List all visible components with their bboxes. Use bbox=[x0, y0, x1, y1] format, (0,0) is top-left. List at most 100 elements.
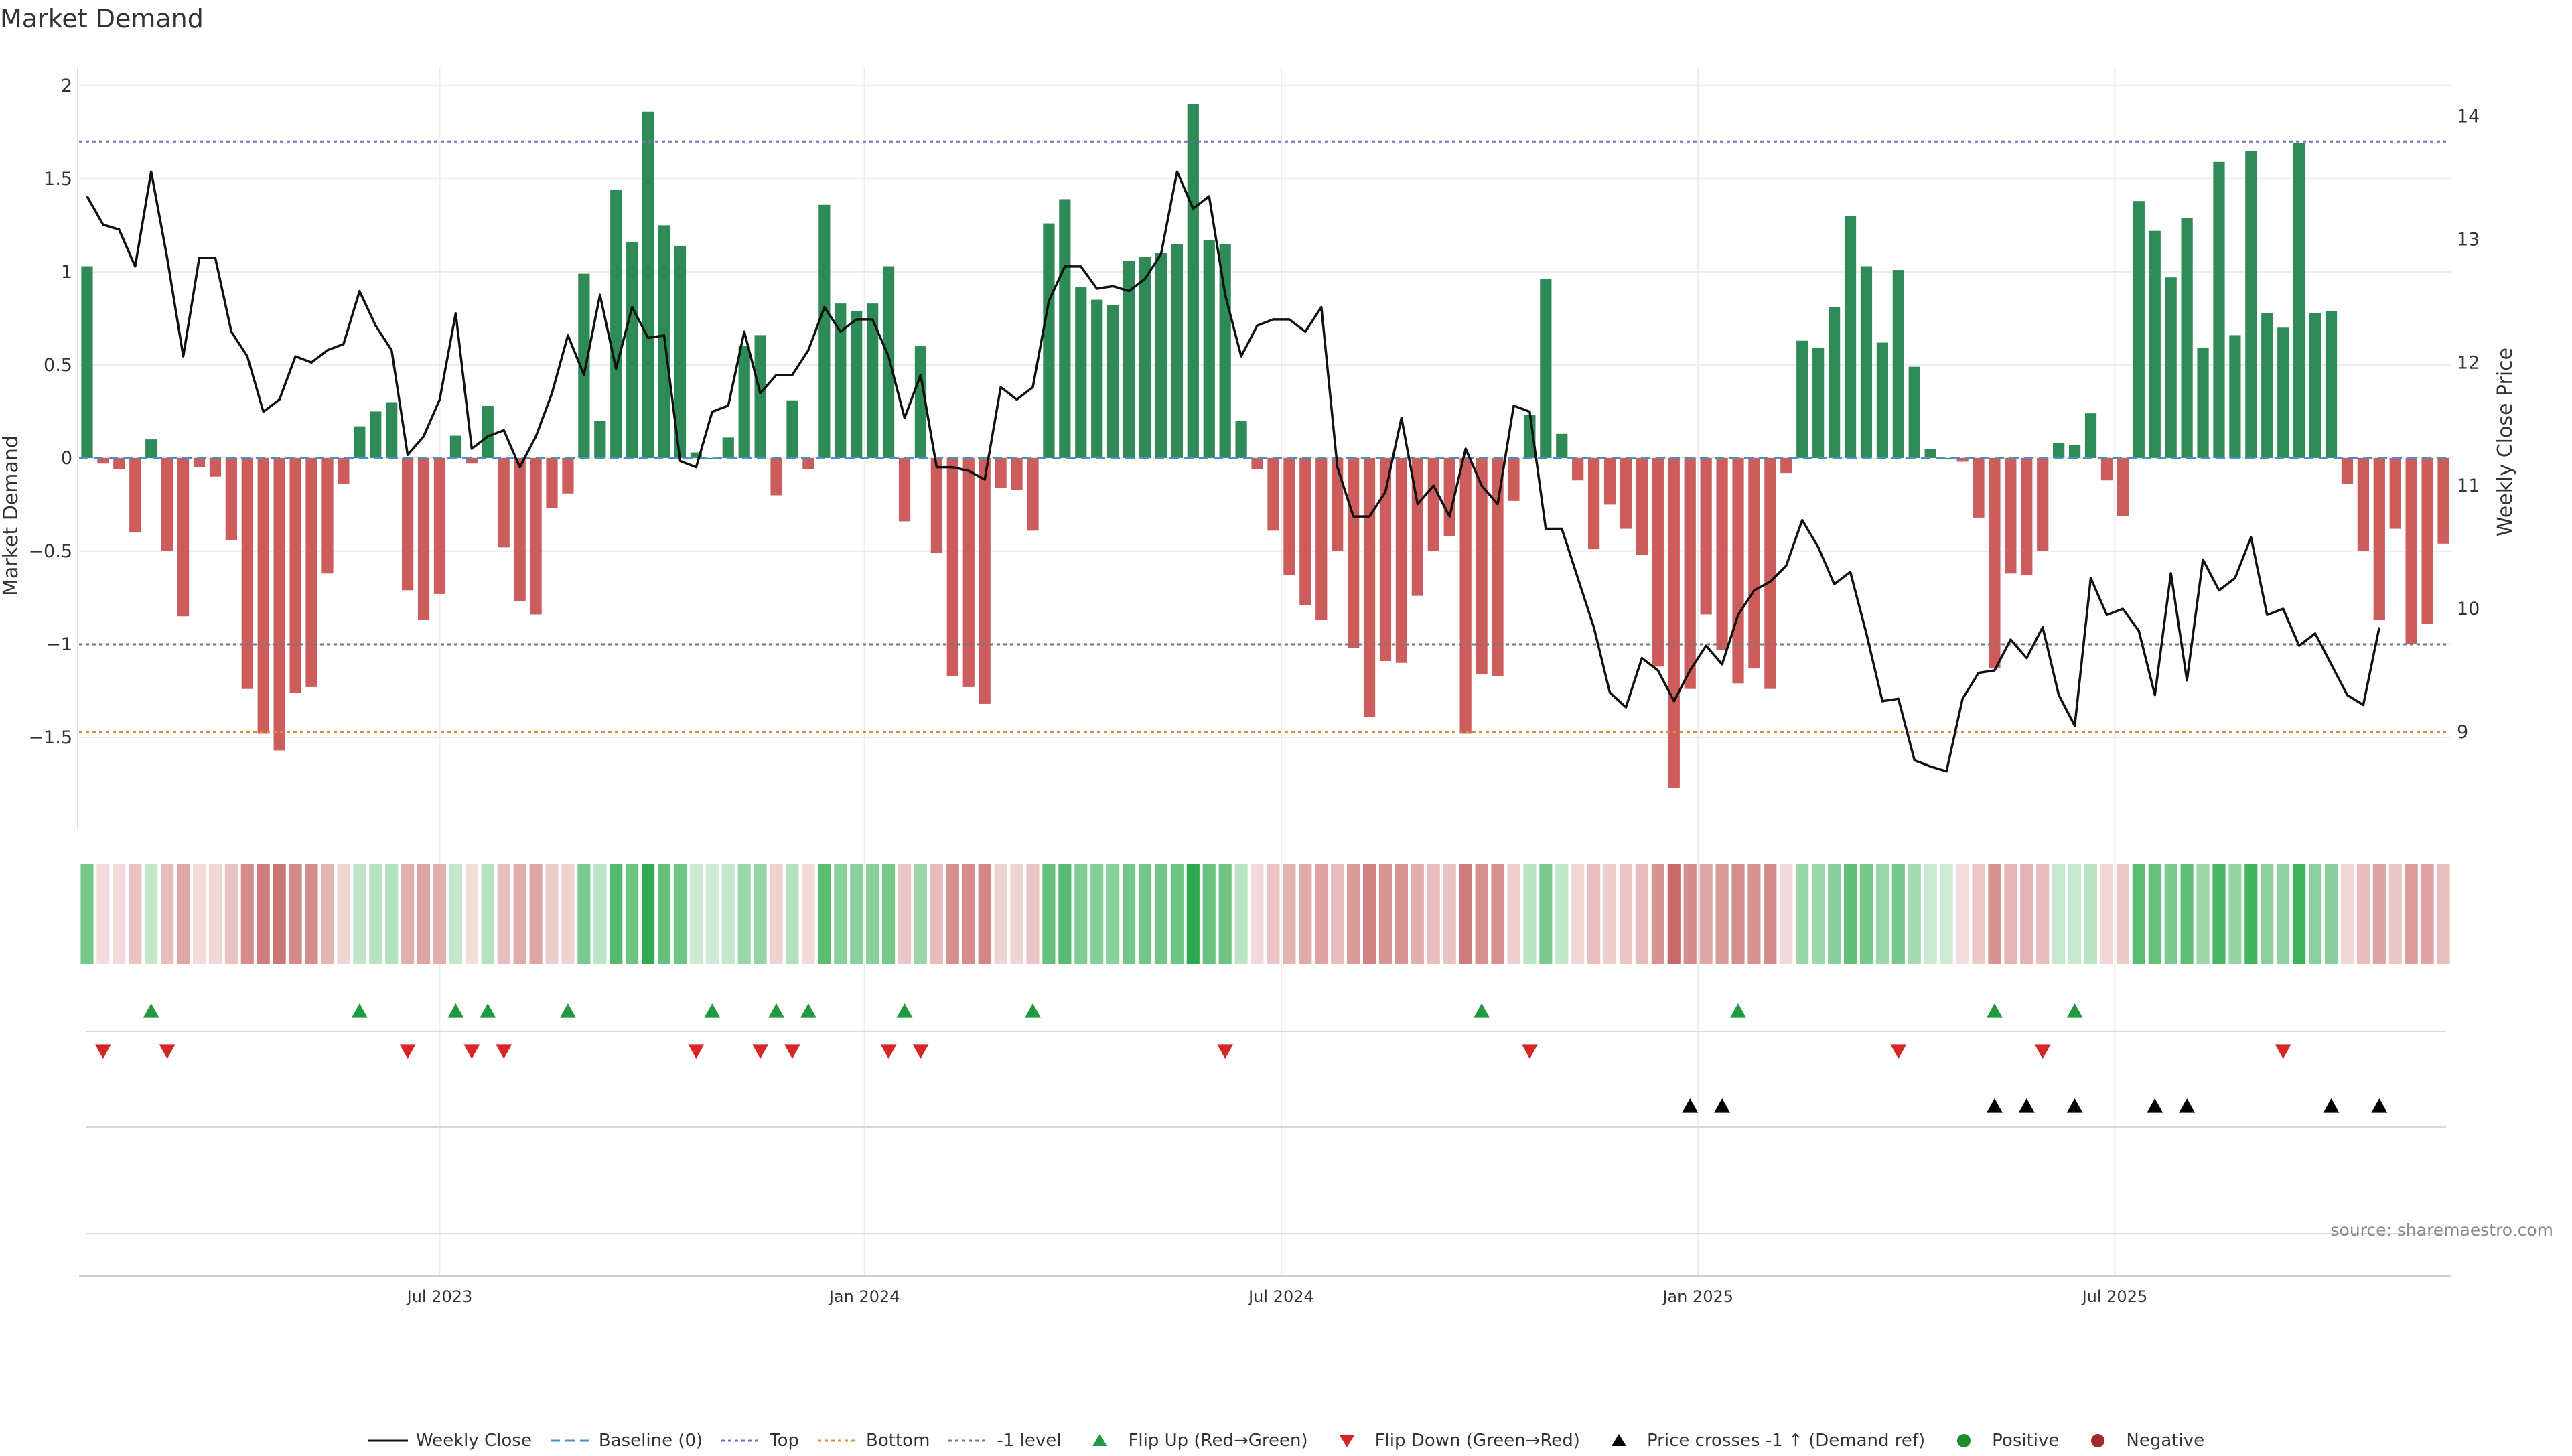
heat-cell bbox=[1411, 864, 1424, 964]
heat-cell bbox=[1764, 864, 1777, 964]
demand-bar bbox=[466, 457, 478, 464]
flip-up-marker bbox=[704, 1003, 721, 1018]
flip-up-marker bbox=[559, 1003, 576, 1018]
demand-bar bbox=[2181, 218, 2193, 458]
heat-cell bbox=[369, 864, 382, 964]
heat-cell bbox=[1699, 864, 1713, 964]
heat-cell bbox=[145, 864, 158, 964]
demand-bar bbox=[2005, 457, 2017, 574]
heat-cell bbox=[1956, 864, 1969, 964]
flip-down-marker bbox=[2275, 1044, 2291, 1059]
heat-cell bbox=[465, 864, 478, 964]
heat-cell bbox=[1891, 864, 1905, 964]
heat-cell bbox=[273, 864, 286, 964]
demand-bar bbox=[1043, 223, 1055, 458]
demand-bar bbox=[305, 457, 317, 687]
demand-bar bbox=[145, 439, 157, 458]
heat-cell bbox=[1427, 864, 1440, 964]
heat-cell bbox=[994, 864, 1007, 964]
heat-cell bbox=[1154, 864, 1168, 964]
demand-bar bbox=[946, 457, 958, 676]
heat-cell bbox=[401, 864, 415, 964]
legend-item-flip_down: Flip Down (Green→Red) bbox=[1327, 1431, 1580, 1451]
heat-cell bbox=[642, 864, 655, 964]
demand-bar bbox=[979, 457, 991, 704]
y-right-tick-label: 12 bbox=[2457, 352, 2480, 373]
demand-bar bbox=[1844, 216, 1857, 458]
price-cross-marker bbox=[2179, 1098, 2196, 1113]
heat-cell bbox=[80, 864, 94, 964]
demand-bar bbox=[1989, 457, 2001, 669]
heat-cell bbox=[1635, 864, 1648, 964]
weekly-close-line bbox=[86, 170, 2381, 773]
demand-bar bbox=[835, 303, 847, 458]
demand-bar bbox=[1155, 253, 1167, 458]
flip-up-marker bbox=[768, 1003, 785, 1018]
heat-cell bbox=[1555, 864, 1569, 964]
heat-cell bbox=[1667, 864, 1681, 964]
heat-cell bbox=[2212, 864, 2226, 964]
legend-item-positive: Positive bbox=[1944, 1431, 2059, 1451]
heat-cell bbox=[834, 864, 847, 964]
heat-cell bbox=[1315, 864, 1328, 964]
heat-cell bbox=[529, 864, 543, 964]
demand-bar bbox=[1556, 433, 1568, 458]
demand-bar bbox=[1892, 270, 1904, 458]
price-cross-marker bbox=[2323, 1098, 2340, 1113]
demand-bar bbox=[1107, 305, 1119, 458]
legend-item-negative: Negative bbox=[2078, 1431, 2204, 1451]
demand-bar bbox=[610, 190, 622, 458]
heat-cell bbox=[2372, 864, 2386, 964]
demand-bar bbox=[1716, 457, 1728, 650]
demand-bar bbox=[1924, 449, 1936, 458]
demand-bar bbox=[1700, 457, 1712, 615]
demand-bar bbox=[2165, 277, 2177, 458]
demand-bar bbox=[802, 457, 814, 469]
heat-cell bbox=[2421, 864, 2434, 964]
heat-cell bbox=[1218, 864, 1232, 964]
heat-cell bbox=[1539, 864, 1553, 964]
demand-bar bbox=[1476, 457, 1488, 674]
heat-cell bbox=[1123, 864, 1136, 964]
heat-cell bbox=[914, 864, 928, 964]
demand-bar bbox=[1652, 457, 1664, 667]
demand-bar bbox=[161, 457, 173, 551]
legend-swatch-close bbox=[367, 1439, 408, 1442]
flip-up-marker bbox=[447, 1003, 464, 1018]
heat-cell bbox=[2036, 864, 2050, 964]
demand-bar bbox=[1860, 266, 1873, 458]
demand-bar bbox=[1379, 457, 1392, 661]
x-tick-label: Jan 2025 bbox=[1661, 1287, 1733, 1306]
heat-cell bbox=[2020, 864, 2033, 964]
demand-bar bbox=[1764, 457, 1776, 689]
demand-bar bbox=[546, 457, 558, 508]
flip-down-marker bbox=[1890, 1044, 1907, 1059]
heat-cell bbox=[305, 864, 318, 964]
demand-bar bbox=[851, 311, 863, 458]
heat-cell bbox=[176, 864, 190, 964]
y-right-tick-label: 13 bbox=[2457, 229, 2480, 250]
demand-bar bbox=[1171, 244, 1183, 458]
demand-bar bbox=[530, 457, 542, 615]
legend-swatch-bottom bbox=[818, 1439, 859, 1442]
heat-cell bbox=[2004, 864, 2017, 964]
heat-cell bbox=[946, 864, 959, 964]
demand-bar bbox=[1748, 457, 1760, 669]
heat-cell bbox=[1988, 864, 2001, 964]
demand-bar bbox=[482, 406, 494, 458]
y-right-tick-label: 9 bbox=[2457, 722, 2468, 743]
legend-label: Flip Down (Green→Red) bbox=[1374, 1431, 1580, 1451]
demand-bar bbox=[2133, 201, 2145, 458]
demand-bar bbox=[2197, 348, 2209, 458]
demand-bar bbox=[129, 457, 141, 533]
chart-title: Market Demand bbox=[0, 4, 204, 33]
heat-cell bbox=[449, 864, 462, 964]
flip-down-marker bbox=[2034, 1044, 2051, 1059]
heat-cell bbox=[1138, 864, 1152, 964]
heat-cell bbox=[2228, 864, 2242, 964]
demand-bar bbox=[914, 346, 927, 458]
heat-cell bbox=[1828, 864, 1841, 964]
demand-bar bbox=[2341, 457, 2354, 484]
demand-bar bbox=[1668, 457, 1680, 788]
demand-bar bbox=[1956, 457, 1969, 462]
